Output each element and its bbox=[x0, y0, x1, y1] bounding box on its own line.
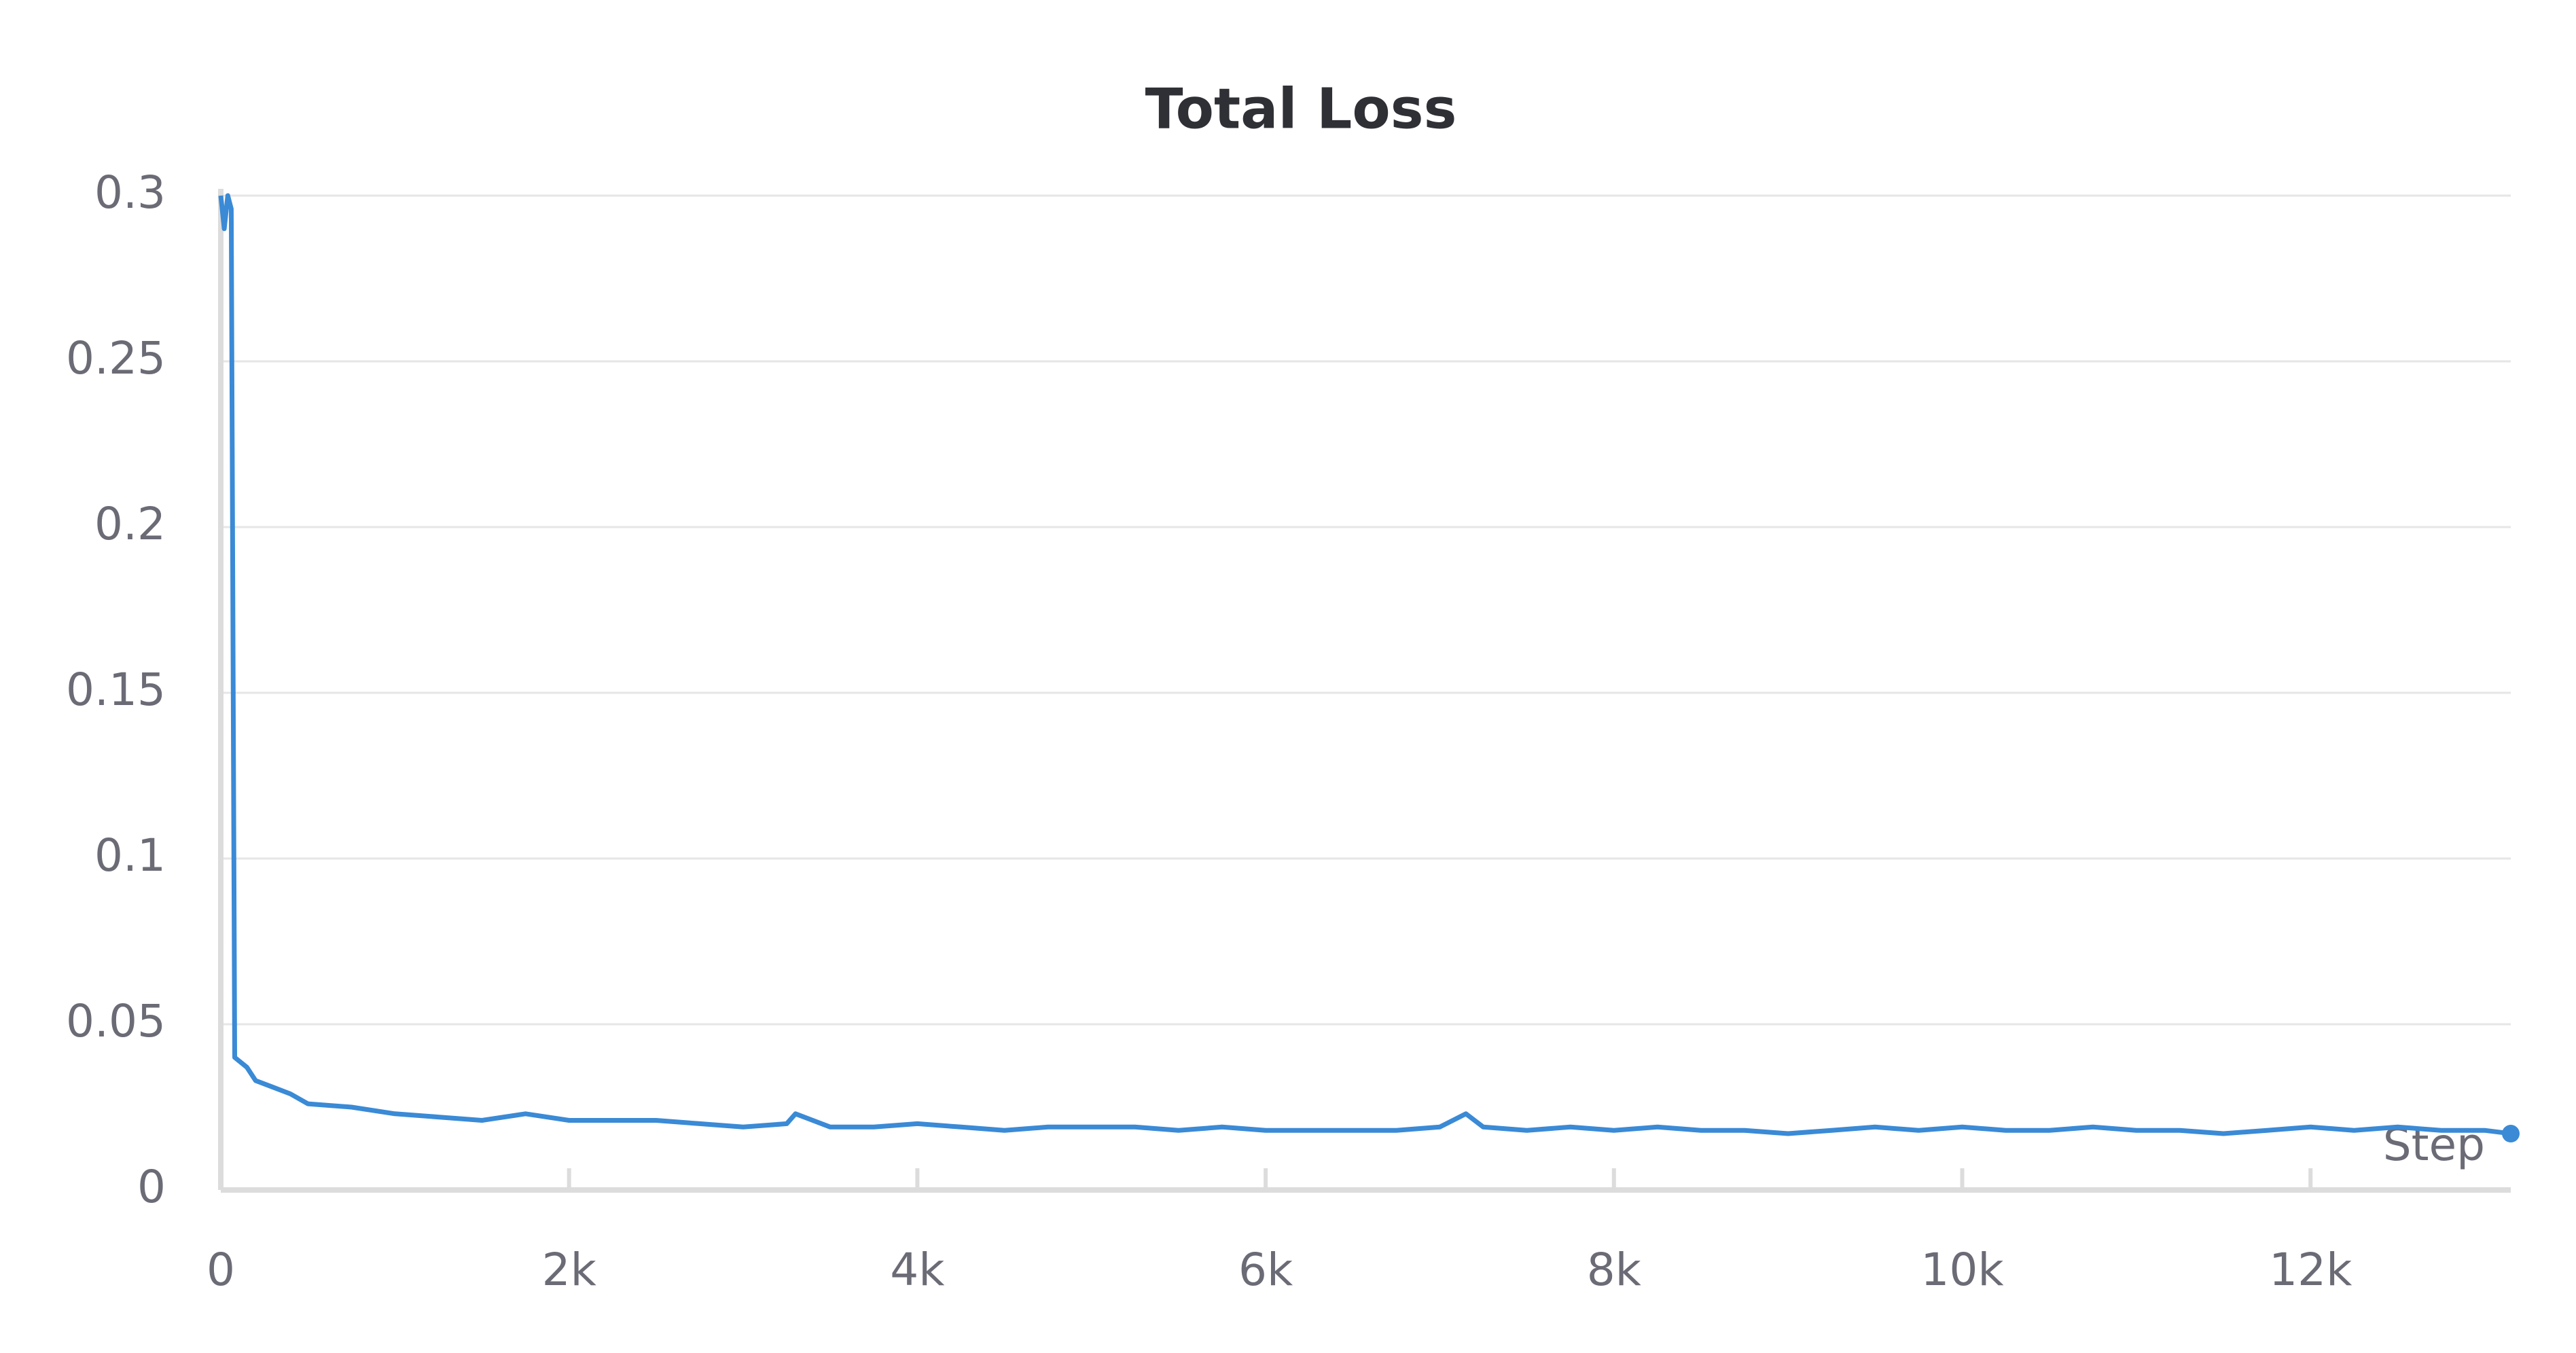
x-tick-label: 2k bbox=[542, 1244, 597, 1296]
x-tick-label: 6k bbox=[1238, 1244, 1293, 1296]
line bbox=[218, 193, 2511, 1136]
y-tick-label: 0.05 bbox=[66, 995, 166, 1047]
x-tick-label: 0 bbox=[207, 1244, 235, 1296]
y-tick-label: 0.2 bbox=[94, 498, 166, 550]
x-tick-label: 4k bbox=[890, 1244, 945, 1296]
y-tick-label: 0 bbox=[137, 1161, 166, 1213]
x-tick-label: 10k bbox=[1920, 1244, 2004, 1296]
chart-title: Total Loss bbox=[1145, 77, 1457, 141]
y-tick-label: 0.25 bbox=[66, 332, 166, 384]
x-tick-label: 12k bbox=[2269, 1244, 2353, 1296]
y-tick-label: 0.1 bbox=[94, 829, 166, 882]
x-tick-label: 8k bbox=[1587, 1244, 1642, 1296]
y-tick-label: 0.3 bbox=[94, 166, 166, 219]
end-point bbox=[2502, 1125, 2520, 1143]
y-tick-label: 0.15 bbox=[66, 664, 166, 716]
